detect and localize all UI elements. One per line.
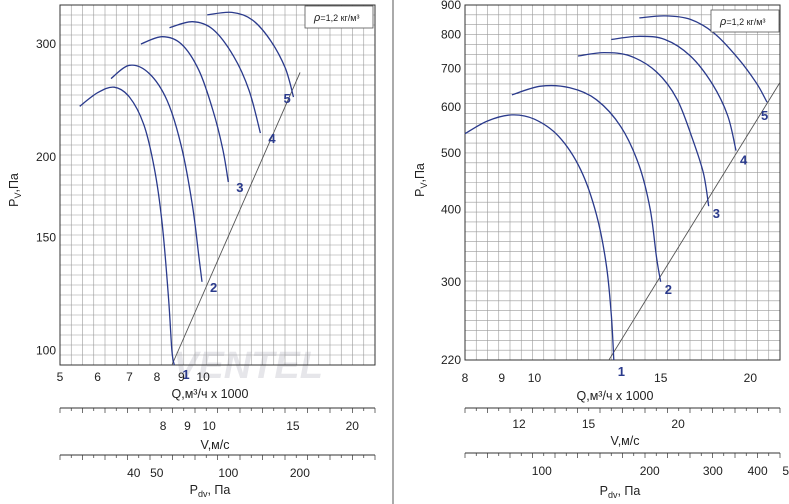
velocity-tick-label: 10 — [202, 419, 216, 433]
curve-label-1: 1 — [618, 364, 625, 379]
velocity-tick-label: 12 — [512, 417, 526, 431]
pressure-curve-3 — [140, 36, 229, 183]
velocity-tick-label: 9 — [184, 419, 191, 433]
y-tick-label: 150 — [36, 230, 56, 244]
pressure-curve-5 — [639, 15, 768, 103]
pressure-curve-2 — [110, 64, 203, 282]
svg-text:ρ=1,2 кг/м³: ρ=1,2 кг/м³ — [719, 16, 766, 28]
y-tick-label: 300 — [36, 37, 56, 51]
y-tick-label: 800 — [441, 28, 461, 42]
left-curve-labels: 1 2 3 4 5 — [182, 91, 290, 382]
x-tick-label: 7 — [126, 370, 133, 384]
right-dynamic-axis-label: Pdv, Па — [600, 484, 641, 500]
curve-label-3: 3 — [713, 206, 720, 221]
left-density-rho: ρ — [313, 12, 320, 24]
dynamic-tick-label: 200 — [290, 466, 310, 480]
velocity-tick-label: 20 — [671, 417, 685, 431]
right-pressure-curves — [464, 15, 781, 361]
curve-label-1: 1 — [182, 367, 189, 382]
y-tick-label: 900 — [441, 0, 461, 12]
left-dynamic-axis-label: Pdv, Па — [190, 483, 231, 499]
curve-label-2: 2 — [210, 280, 217, 295]
velocity-tick-label: 8 — [160, 419, 167, 433]
curve-label-2: 2 — [665, 282, 672, 297]
dynamic-tick-label: 40 — [127, 466, 141, 480]
watermark-text: VENTEL — [173, 345, 323, 387]
x-tick-label: 20 — [744, 371, 758, 385]
system-line — [171, 72, 301, 366]
right-density-note: ρ=1,2 кг/м³ — [710, 9, 780, 33]
pressure-curve-1 — [79, 86, 175, 366]
right-dynamic-pressure-tick-labels: 100200300400500600 — [464, 452, 789, 478]
plot-frame — [464, 4, 781, 361]
right-curve-labels: 1 2 3 4 5 — [618, 108, 768, 379]
x-tick-label: 9 — [498, 371, 505, 385]
left-velocity-tick-labels: 8 9 10 15 20 — [59, 407, 376, 433]
x-tick-label: 10 — [196, 370, 210, 384]
x-tick-label: 9 — [178, 370, 185, 384]
y-tick-label: 100 — [36, 344, 56, 358]
dynamic-tick-label: 200 — [640, 464, 660, 478]
curve-label-5: 5 — [761, 108, 768, 123]
right-velocity-tick-labels: 12152030 — [464, 407, 781, 431]
right-y-tick-labels: 220 300 400 500 600 700 800 900 — [441, 0, 461, 367]
left-y-axis-label: PV,Па — [7, 173, 23, 207]
left-pressure-curves — [79, 11, 301, 366]
x-tick-label: 6 — [94, 370, 101, 384]
pressure-curve-2 — [511, 84, 662, 282]
dynamic-tick-label: 400 — [748, 464, 768, 478]
left-x-axis-label: Q,м³/ч x 1000 — [172, 387, 249, 401]
left-x-tick-labels: 5 6 7 8 9 10 — [57, 370, 210, 384]
x-tick-label: 8 — [154, 370, 161, 384]
y-tick-label: 300 — [441, 275, 461, 289]
left-density-text: =1,2 кг/м³ — [320, 13, 359, 23]
left-density-note: ρ=1,2 кг/м³ — [304, 5, 374, 29]
left-y-tick-labels: 100 150 200 300 — [36, 37, 56, 358]
curve-label-3: 3 — [236, 180, 243, 195]
pressure-curve-4 — [611, 35, 737, 151]
right-density-rho: ρ — [719, 16, 726, 28]
plot-frame — [59, 4, 376, 366]
right-density-text: =1,2 кг/м³ — [726, 17, 765, 27]
dynamic-tick-label: 100 — [218, 466, 238, 480]
y-tick-label: 220 — [441, 353, 461, 367]
x-tick-label: 10 — [528, 371, 542, 385]
pressure-curve-4 — [169, 21, 262, 134]
pressure-curve-3 — [577, 51, 710, 207]
velocity-tick-label: 15 — [582, 417, 596, 431]
right-y-axis-label: PV,Па — [413, 163, 429, 197]
x-tick-label: 15 — [654, 371, 668, 385]
curve-label-4: 4 — [268, 131, 276, 146]
y-tick-label: 600 — [441, 100, 461, 114]
dynamic-tick-label: 100 — [532, 464, 552, 478]
dynamic-tick-label: 50 — [150, 466, 164, 480]
velocity-tick-label: 15 — [286, 419, 300, 433]
x-tick-label: 5 — [57, 370, 64, 384]
x-tick-label: 8 — [462, 371, 469, 385]
dynamic-tick-label: 300 — [703, 464, 723, 478]
y-tick-label: 500 — [441, 146, 461, 160]
right-x-tick-labels: 8 9 10 15 20 — [462, 371, 758, 385]
left-velocity-axis-label: V,м/с — [201, 438, 230, 452]
y-tick-label: 700 — [441, 61, 461, 75]
pressure-curve-5 — [207, 11, 295, 98]
left-dynamic-pressure-tick-labels: 40 50 100 200 — [59, 454, 376, 480]
y-tick-label: 200 — [36, 150, 56, 164]
watermark: VENTEL — [173, 345, 323, 387]
system-line — [608, 82, 781, 361]
pressure-curve-1 — [464, 114, 615, 361]
left-fan-chart: 1 2 3 4 5 5 6 7 8 9 10 100 150 200 300 8 9 10 15 20 40 50… — [7, 4, 376, 499]
curve-label-4: 4 — [740, 153, 748, 168]
y-tick-label: 400 — [441, 202, 461, 216]
right-velocity-axis-label: V,м/с — [611, 434, 640, 448]
svg-text:ρ=1,2 кг/м³: ρ=1,2 кг/м³ — [313, 12, 360, 24]
velocity-tick-label: 20 — [346, 419, 360, 433]
right-grid — [464, 4, 781, 361]
dynamic-tick-label: 500 — [782, 464, 789, 478]
curve-label-5: 5 — [284, 91, 291, 106]
right-x-axis-label: Q,м³/ч x 1000 — [577, 389, 654, 403]
